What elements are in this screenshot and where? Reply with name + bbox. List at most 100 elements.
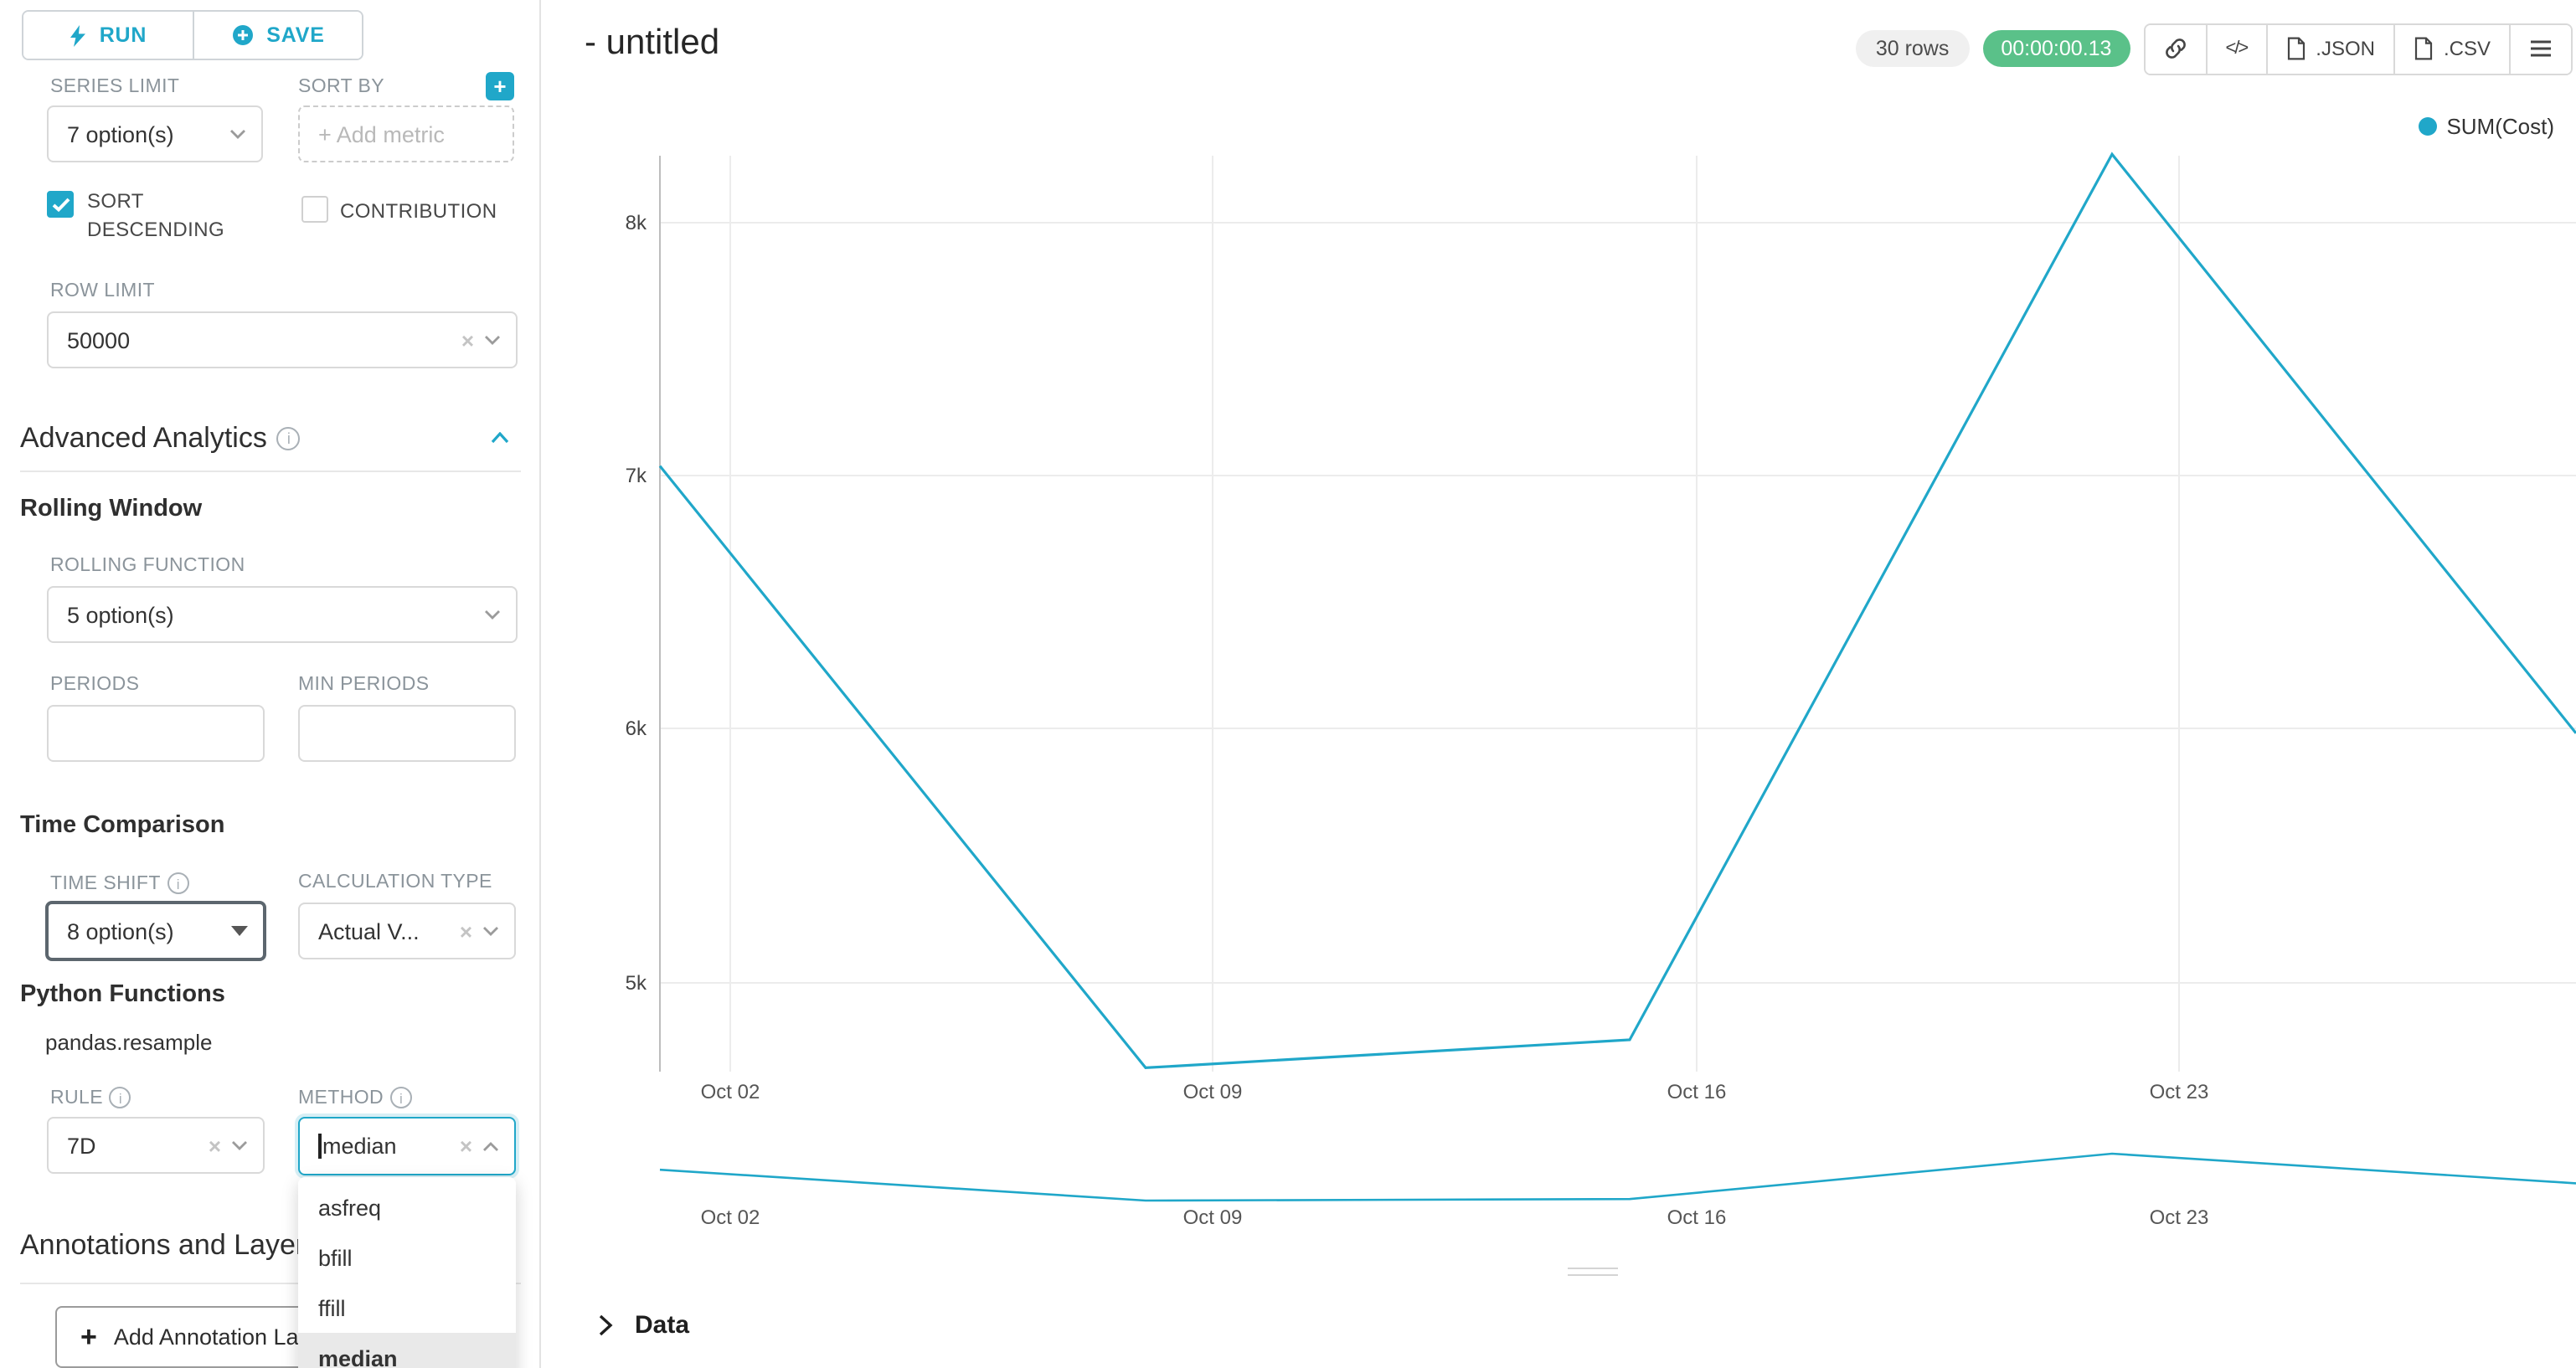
rolling-function-select[interactable]: 5 option(s)	[47, 586, 518, 643]
info-icon[interactable]: i	[109, 1087, 131, 1108]
chevron-down-icon	[485, 610, 500, 620]
time-shift-select[interactable]: 8 option(s)	[45, 901, 266, 961]
hamburger-menu-icon	[2531, 40, 2551, 57]
save-button[interactable]: SAVE	[193, 12, 362, 59]
menu-item-ffill[interactable]: ffill	[318, 1295, 346, 1320]
svg-text:8k: 8k	[626, 212, 647, 234]
plus-circle-icon	[233, 25, 254, 45]
menu-item-median[interactable]: median	[298, 1333, 516, 1368]
add-metric-plus-button[interactable]: +	[486, 72, 514, 100]
rolling-window-title: Rolling Window	[20, 496, 203, 522]
rolling-function-label: ROLLING FUNCTION	[50, 556, 245, 576]
query-timer-badge: 00:00:00.13	[1982, 30, 2130, 67]
sort-by-placeholder: + Add metric	[318, 121, 445, 147]
info-icon[interactable]: i	[390, 1087, 413, 1108]
menu-item-bfill[interactable]: bfill	[318, 1245, 353, 1270]
calculation-type-select[interactable]: Actual V... ×	[298, 903, 516, 959]
chevron-right-icon	[599, 1314, 613, 1336]
time-comparison-title: Time Comparison	[20, 812, 225, 839]
svg-text:Oct 02: Oct 02	[701, 1081, 760, 1103]
sort-by-select[interactable]: + Add metric	[298, 105, 514, 162]
method-value: median	[318, 1134, 453, 1159]
series-limit-value: 7 option(s)	[67, 121, 174, 147]
view-query-button[interactable]: </>	[2205, 24, 2266, 73]
plus-glyph: +	[318, 121, 337, 147]
panel-resize-grip[interactable]	[1568, 1268, 1618, 1281]
export-button-group: </> .JSON .CSV	[2143, 23, 2573, 75]
chevron-down-icon	[483, 927, 498, 936]
export-json-button[interactable]: .JSON	[2265, 24, 2393, 73]
divider	[20, 471, 521, 472]
chart-title[interactable]: - untitled	[585, 23, 720, 62]
legend-item-sum-cost[interactable]: SUM(Cost)	[2418, 114, 2554, 139]
contribution-checkbox[interactable]	[301, 196, 328, 223]
svg-text:Oct 23: Oct 23	[2150, 1206, 2209, 1229]
svg-text:Oct 09: Oct 09	[1183, 1206, 1243, 1229]
series-limit-select[interactable]: 7 option(s)	[47, 105, 263, 162]
sort-descending-checkbox[interactable]	[47, 191, 74, 218]
legend-dot	[2418, 117, 2437, 136]
row-limit-value: 50000	[67, 327, 131, 352]
chevron-down-icon	[485, 336, 500, 345]
check-icon	[51, 197, 70, 212]
menu-item-asfreq[interactable]: asfreq	[318, 1195, 382, 1220]
more-options-button[interactable]	[2509, 24, 2571, 73]
rule-label: RULE i	[50, 1087, 131, 1108]
annotations-title: Annotations and Layers	[20, 1229, 320, 1261]
svg-text:Oct 23: Oct 23	[2150, 1081, 2209, 1103]
line-chart[interactable]: 8k 7k 6k 5k Oct 02 Oct 09 Oct 16 Oct 23 Oct 02 Oc…	[543, 92, 2576, 1247]
method-label: METHOD i	[298, 1087, 413, 1108]
data-panel-header[interactable]: Data	[598, 1311, 689, 1340]
run-save-button-group: RUN SAVE	[22, 10, 363, 60]
svg-text:7k: 7k	[626, 465, 647, 487]
periods-label: PERIODS	[50, 675, 140, 695]
time-shift-label: TIME SHIFT i	[50, 872, 189, 894]
info-icon[interactable]: i	[276, 427, 301, 450]
svg-text:Oct 16: Oct 16	[1667, 1206, 1727, 1229]
clear-icon[interactable]: ×	[459, 1134, 472, 1159]
collapse-chevron-up-icon[interactable]	[491, 432, 509, 444]
sort-descending-label: SORT DESCENDING	[87, 189, 225, 242]
run-button[interactable]: RUN	[23, 12, 193, 59]
method-select[interactable]: median ×	[298, 1117, 516, 1175]
clear-icon[interactable]: ×	[461, 327, 474, 352]
chart-panel: - untitled 30 rows 00:00:00.13 </>	[543, 0, 2576, 1368]
python-functions-title: Python Functions	[20, 981, 225, 1008]
control-panel-sidebar: RUN SAVE SERIES LIMIT SORT BY + 7 option…	[0, 0, 541, 1368]
rolling-function-value: 5 option(s)	[67, 602, 174, 627]
min-periods-input[interactable]	[298, 705, 516, 762]
link-icon	[2165, 39, 2186, 59]
divider	[20, 1283, 521, 1284]
add-annotation-label: Add Annotation Layer	[113, 1324, 331, 1350]
row-limit-select[interactable]: 50000 ×	[47, 311, 518, 368]
chevron-up-icon	[483, 1141, 498, 1150]
method-dropdown-menu: asfreq bfill ffill median	[298, 1177, 516, 1368]
export-csv-label: .CSV	[2443, 37, 2491, 60]
legend-label: SUM(Cost)	[2446, 114, 2554, 139]
copy-link-button[interactable]	[2145, 24, 2206, 73]
lightning-icon	[70, 24, 86, 46]
svg-text:Oct 02: Oct 02	[701, 1206, 760, 1229]
file-icon	[2414, 37, 2433, 60]
calculation-type-value: Actual V...	[318, 918, 420, 944]
rule-select[interactable]: 7D ×	[47, 1117, 265, 1174]
chevron-down-icon	[231, 926, 248, 936]
clear-icon[interactable]: ×	[459, 918, 472, 944]
periods-input[interactable]	[47, 705, 265, 762]
pandas-resample-label: pandas.resample	[45, 1030, 213, 1055]
export-csv-button[interactable]: .CSV	[2393, 24, 2509, 73]
export-json-label: .JSON	[2316, 37, 2375, 60]
save-button-label: SAVE	[266, 23, 325, 47]
advanced-analytics-header[interactable]: Advanced Analytics i	[20, 422, 301, 455]
advanced-analytics-title: Advanced Analytics	[20, 422, 267, 454]
info-icon[interactable]: i	[167, 872, 189, 894]
svg-text:6k: 6k	[626, 717, 647, 740]
data-panel-title: Data	[635, 1311, 690, 1340]
contribution-label: CONTRIBUTION	[340, 199, 497, 223]
clear-icon[interactable]: ×	[208, 1133, 221, 1158]
svg-text:Oct 16: Oct 16	[1667, 1081, 1727, 1103]
code-icon: </>	[2225, 39, 2249, 59]
calculation-type-label: CALCULATION TYPE	[298, 872, 492, 892]
run-button-label: RUN	[99, 23, 147, 47]
